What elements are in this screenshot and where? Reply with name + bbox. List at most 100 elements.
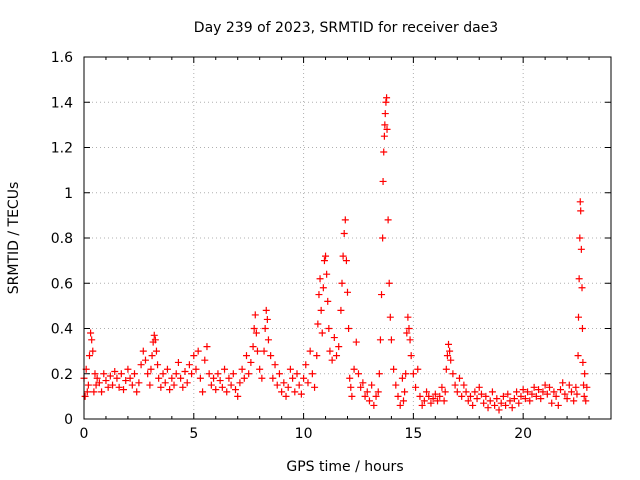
data-point xyxy=(376,336,384,344)
data-point xyxy=(573,390,581,398)
data-point xyxy=(462,388,470,396)
data-point xyxy=(264,336,272,344)
data-point xyxy=(151,336,159,344)
data-point xyxy=(575,275,583,283)
data-point xyxy=(524,388,532,396)
data-point xyxy=(407,352,415,360)
data-point xyxy=(497,399,505,407)
x-tick-label: 20 xyxy=(514,426,532,442)
data-point xyxy=(390,365,398,373)
data-point xyxy=(109,381,117,389)
data-point xyxy=(87,329,95,337)
data-point xyxy=(427,399,435,407)
data-point xyxy=(438,383,446,391)
data-point xyxy=(150,331,158,339)
data-point xyxy=(245,370,253,378)
data-point xyxy=(532,392,540,400)
data-point xyxy=(335,343,343,351)
data-point xyxy=(574,352,582,360)
data-point xyxy=(550,388,558,396)
data-point xyxy=(578,325,586,332)
data-point xyxy=(242,352,250,360)
data-point xyxy=(223,388,231,396)
data-point xyxy=(304,379,312,387)
data-point xyxy=(526,397,534,405)
data-point xyxy=(196,374,204,382)
data-point xyxy=(480,399,488,407)
data-point xyxy=(238,365,246,373)
data-point xyxy=(311,383,319,391)
data-point xyxy=(293,370,301,378)
data-point xyxy=(205,370,213,378)
data-point xyxy=(289,374,297,382)
data-point xyxy=(302,361,310,369)
data-point xyxy=(363,388,371,396)
data-point xyxy=(556,386,564,394)
data-point xyxy=(399,397,407,405)
data-point xyxy=(372,392,380,400)
data-point xyxy=(548,399,556,407)
data-point xyxy=(416,392,424,400)
data-point xyxy=(352,338,360,346)
data-point xyxy=(387,336,395,344)
data-point xyxy=(420,397,428,405)
data-point xyxy=(543,390,551,398)
data-point xyxy=(234,392,242,400)
data-point xyxy=(380,148,388,156)
data-point xyxy=(88,336,96,344)
data-point xyxy=(394,392,402,400)
data-point xyxy=(513,388,521,396)
data-point xyxy=(491,401,499,409)
data-point xyxy=(135,379,143,387)
data-point xyxy=(375,370,383,378)
data-point xyxy=(102,377,110,385)
data-point xyxy=(137,361,145,369)
data-point xyxy=(354,370,362,378)
data-point xyxy=(278,388,286,396)
data-point xyxy=(401,388,409,396)
data-point xyxy=(98,388,106,396)
data-point xyxy=(406,336,414,344)
data-point xyxy=(115,383,123,391)
data-point xyxy=(122,377,130,385)
data-point xyxy=(247,358,255,366)
data-point xyxy=(280,379,288,387)
data-point xyxy=(320,257,328,265)
data-point xyxy=(188,370,196,378)
data-point xyxy=(469,401,477,409)
data-point xyxy=(267,352,275,360)
data-point xyxy=(572,383,580,391)
data-point xyxy=(253,347,261,355)
data-point xyxy=(386,313,394,321)
data-point xyxy=(418,401,426,409)
data-point xyxy=(185,361,193,369)
data-point xyxy=(210,374,218,382)
data-point xyxy=(192,365,200,373)
data-point xyxy=(502,401,510,409)
data-point xyxy=(154,361,162,369)
data-point xyxy=(460,381,468,389)
data-point xyxy=(477,390,485,398)
data-point xyxy=(340,229,348,237)
data-point xyxy=(252,329,260,337)
data-point xyxy=(385,279,393,287)
data-point xyxy=(434,397,442,405)
data-point xyxy=(146,381,154,389)
data-point xyxy=(493,395,501,403)
data-point xyxy=(85,352,93,360)
data-point xyxy=(271,361,279,369)
y-tick-label: 0.6 xyxy=(51,276,73,292)
data-point xyxy=(559,379,567,387)
data-point xyxy=(565,381,573,389)
data-point xyxy=(318,329,326,337)
data-point xyxy=(563,395,571,403)
x-tick-label: 10 xyxy=(295,426,313,442)
data-point xyxy=(181,367,189,375)
data-point xyxy=(159,370,167,378)
y-tick-label: 0.2 xyxy=(51,367,73,383)
data-point xyxy=(325,325,333,332)
data-point xyxy=(322,252,330,260)
data-point xyxy=(381,110,389,118)
data-point xyxy=(342,257,350,265)
data-point xyxy=(315,291,323,299)
